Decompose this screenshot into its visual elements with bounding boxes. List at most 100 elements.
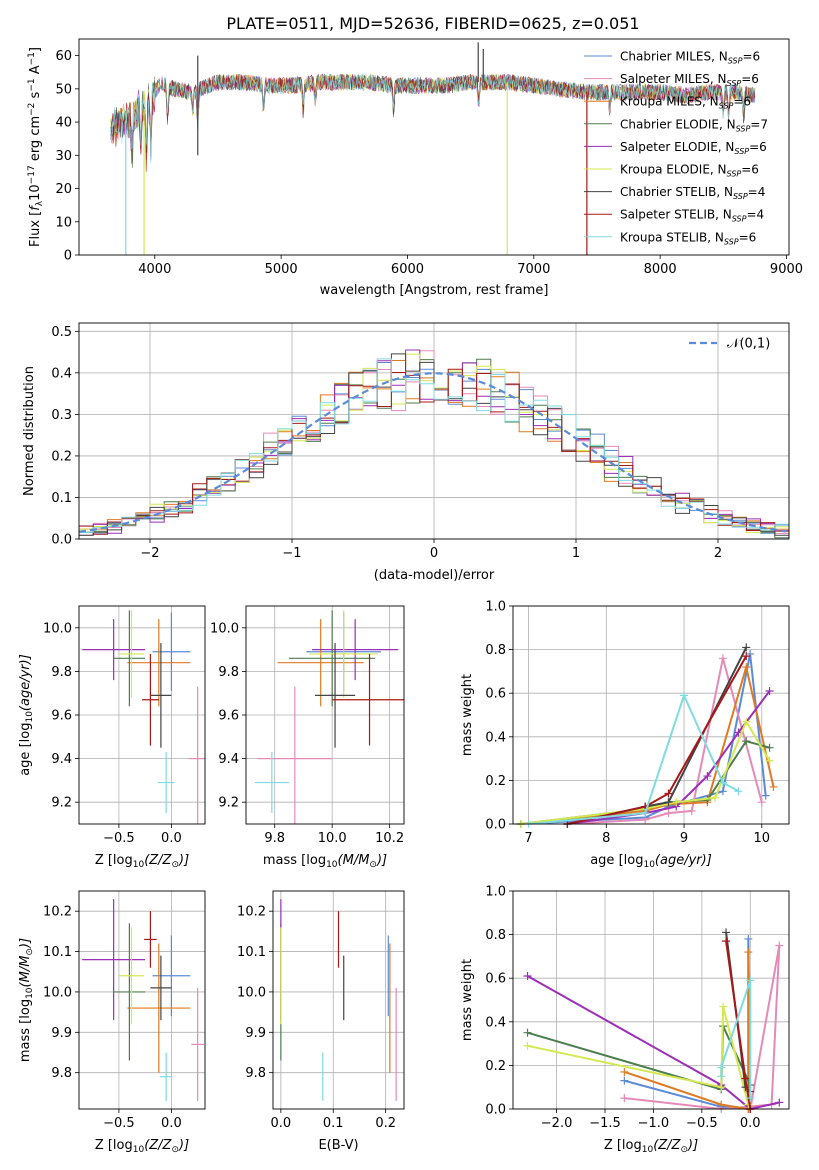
- data-marker: [765, 687, 774, 696]
- y-tick-label: 1.0: [485, 885, 506, 900]
- age_vs_Z-axes: −0.5 0.0 9.2 9.4 9.6 9.8 10.0: [43, 606, 205, 846]
- data-marker: [718, 778, 727, 787]
- y-tick-label: 9.8: [51, 1066, 72, 1081]
- x-axis-label: mass [log10(M/M⊙)]: [263, 853, 387, 870]
- mass-weight-line: [520, 666, 775, 824]
- spectrum-line: [110, 73, 756, 172]
- y-tick-label: 10.1: [43, 945, 72, 960]
- data-marker: [717, 1063, 726, 1072]
- y-tick-label: 0.0: [485, 1103, 506, 1118]
- x-tick-label: 0: [430, 546, 438, 561]
- y-tick-label: 0.4: [485, 1015, 506, 1030]
- x-tick-label: 0.0: [161, 1116, 182, 1131]
- axes-frame: [78, 322, 790, 540]
- y-tick-label: 0.8: [485, 643, 506, 658]
- x-tick-label: 8000: [644, 262, 677, 277]
- x-tick-label: −0.5: [103, 1116, 135, 1131]
- y-tick-label: 9.6: [218, 709, 239, 724]
- y-axis-label: Normed distribution: [22, 366, 37, 496]
- histogram-series: [79, 368, 789, 539]
- y-tick-label: 10.0: [237, 985, 266, 1000]
- y-tick-label: 0.4: [51, 366, 72, 381]
- x-tick-label: 1: [572, 546, 580, 561]
- y-axis-label: Flux [fλ10−17 erg cm−2 s−1 A−1]: [27, 47, 45, 247]
- y-tick-label: 0.8: [485, 928, 506, 943]
- y-tick-label: 9.9: [51, 1026, 72, 1041]
- y-tick-label: 1.0: [485, 600, 506, 615]
- data-marker: [664, 809, 673, 818]
- y-tick-label: 9.9: [245, 1026, 266, 1041]
- data-marker: [641, 809, 650, 818]
- data-marker: [717, 1083, 726, 1092]
- y-tick-label: 9.8: [51, 665, 72, 680]
- y-tick-label: 0.3: [51, 408, 72, 423]
- gaussian-curve: [78, 372, 787, 533]
- axes-frame: [78, 890, 206, 1110]
- y-tick-label: 10: [55, 215, 72, 230]
- x-tick-label: 7: [524, 831, 532, 846]
- x-tick-label: −0.5: [103, 831, 135, 846]
- data-marker: [742, 663, 751, 672]
- x-tick-label: 4000: [138, 262, 171, 277]
- data-marker: [703, 796, 712, 805]
- data-marker: [744, 934, 753, 943]
- y-tick-label: 0.4: [485, 730, 506, 745]
- y-tick-label: 0.1: [51, 491, 72, 506]
- x-tick-label: 0.2: [375, 1116, 396, 1131]
- x-tick-label: 9.8: [264, 831, 285, 846]
- axes-frame: [512, 890, 790, 1110]
- y-tick-label: 10.0: [43, 621, 72, 636]
- y-axis-label: mass weight: [460, 959, 475, 1041]
- x-tick-label: 10: [754, 831, 771, 846]
- mass-weight-line: [527, 1006, 750, 1105]
- x-tick-label: 0.0: [740, 1116, 761, 1131]
- data-marker: [722, 928, 731, 937]
- y-axis-label: mass weight: [460, 674, 475, 756]
- axes-frame: [272, 890, 405, 1110]
- y-tick-label: 0.2: [485, 774, 506, 789]
- x-tick-label: 9: [680, 831, 688, 846]
- y-tick-label: 0.0: [485, 818, 506, 833]
- axes-frame: [512, 605, 790, 825]
- data-marker: [717, 1072, 726, 1081]
- data-marker: [722, 937, 731, 946]
- data-marker: [744, 948, 753, 957]
- y-tick-label: 60: [55, 49, 72, 64]
- x-tick-label: 9000: [770, 262, 803, 277]
- mass_vs_ebv-axes: 0.0 0.1 0.2 9.8 9.9 10.0 10.1 10.2: [237, 891, 404, 1131]
- data-marker: [741, 1074, 750, 1083]
- y-tick-label: 9.4: [51, 752, 72, 767]
- data-marker: [523, 972, 532, 981]
- data-marker: [664, 798, 673, 807]
- x-tick-label: 0.0: [161, 831, 182, 846]
- x-axis-label: E(B-V): [318, 1138, 358, 1153]
- axes-frame: [78, 605, 206, 825]
- axes-frame: [78, 38, 790, 256]
- data-marker: [765, 743, 774, 752]
- data-marker: [775, 1098, 784, 1107]
- y-axis-label: age [log10(age/yr)]: [18, 654, 35, 776]
- data-marker: [672, 798, 681, 807]
- x-tick-label: 6000: [391, 262, 424, 277]
- data-marker: [742, 717, 751, 726]
- data-marker: [734, 787, 743, 796]
- y-axis-label: mass [log10(M/M⊙)]: [18, 938, 35, 1062]
- y-tick-label: 0.5: [51, 325, 72, 340]
- legend-entry: Salpeter MILES, NSSP=6: [620, 72, 759, 88]
- x-tick-label: 5000: [265, 262, 298, 277]
- legend-entry: 𝒩(0,1): [727, 337, 770, 352]
- mass-weight-line: [527, 975, 780, 1109]
- x-tick-label: 10.0: [318, 831, 347, 846]
- x-tick-label: 10.2: [375, 831, 404, 846]
- x-tick-label: −2: [140, 546, 159, 561]
- x-axis-label: Z [log10(Z/Z⊙)]: [95, 1138, 189, 1155]
- mass-weight-line: [520, 653, 767, 824]
- x-tick-label: 7000: [517, 262, 550, 277]
- y-tick-label: 9.2: [218, 796, 239, 811]
- y-tick-label: 0.6: [485, 972, 506, 987]
- y-tick-label: 10.1: [237, 945, 266, 960]
- x-tick-label: 0.0: [271, 1116, 292, 1131]
- mass-weight-line: [720, 980, 752, 1099]
- data-marker: [746, 976, 755, 985]
